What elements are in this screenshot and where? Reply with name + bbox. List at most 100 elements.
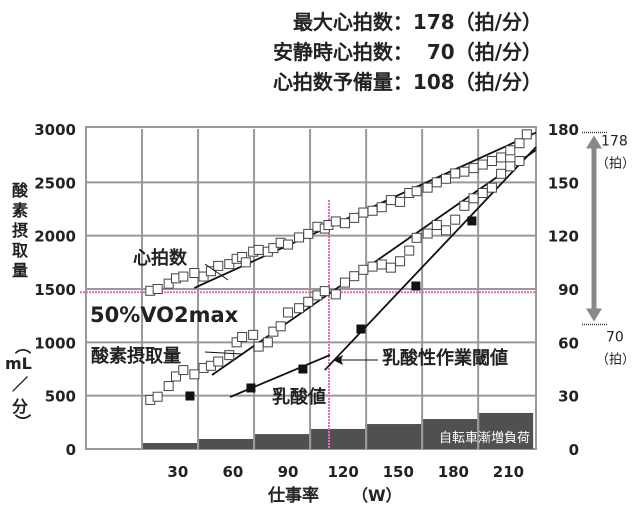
vo2-point xyxy=(404,245,415,256)
vo2-point xyxy=(339,277,350,288)
vo2-point xyxy=(349,271,360,282)
vo2-point xyxy=(358,264,369,275)
y-tick-label: 1000 xyxy=(34,334,76,352)
vo2-point xyxy=(496,168,507,179)
load-step-bar xyxy=(199,438,254,449)
hr-point xyxy=(441,173,451,184)
hr-point xyxy=(240,257,251,268)
vo2-point xyxy=(268,326,279,337)
hr-point xyxy=(253,244,264,255)
y2-tick-label: 90 xyxy=(558,281,579,299)
load-step-bar xyxy=(311,428,366,449)
vo2-point xyxy=(431,220,442,230)
x-tick-label: 60 xyxy=(223,463,244,481)
y-tick-label: 500 xyxy=(45,388,76,406)
y-unit-paren: ︶ xyxy=(15,413,31,432)
hr-point xyxy=(213,260,224,271)
y-axis-title-char: 酸 xyxy=(12,181,29,200)
threshold-label: 乳酸性作業閾値 xyxy=(382,347,508,369)
arrow-down-icon xyxy=(586,308,602,322)
hr-reserve-text: 心拍数予備量：108（拍/分） xyxy=(272,70,542,94)
load-step-bar xyxy=(367,424,422,449)
hr-point xyxy=(486,156,497,166)
vo2-point xyxy=(459,200,470,211)
vo2-point xyxy=(411,232,422,243)
lactate-point xyxy=(356,324,366,334)
max-hr-text: 最大心拍数：178（拍/分） xyxy=(292,10,542,34)
hr-point xyxy=(395,196,406,207)
hr-point xyxy=(385,195,396,206)
y-unit-paren: ︵ xyxy=(15,337,31,356)
y-axis-title-char: 量 xyxy=(12,261,28,280)
hr-point xyxy=(303,228,314,239)
vo2-pointer xyxy=(204,351,243,355)
y-axis-title-char: 素 xyxy=(12,201,28,220)
y-axis-title-char: 取 xyxy=(12,241,28,260)
hr-pointer xyxy=(204,263,229,281)
arrow-head-icon xyxy=(333,355,343,365)
vo2-point xyxy=(505,161,516,172)
vo2-point xyxy=(294,303,305,314)
hr-point xyxy=(367,205,378,216)
vo2-point xyxy=(330,289,341,300)
load-label: 自転車漸増負荷 xyxy=(439,431,530,446)
lactate-point xyxy=(298,364,308,374)
x-tick-label: 180 xyxy=(438,463,469,481)
hr-point xyxy=(330,216,341,227)
lactate-label: 乳酸値 xyxy=(272,386,326,408)
y2-tick-label: 120 xyxy=(548,228,579,246)
rest-hr-text: 安静時心拍数： 70（拍/分） xyxy=(272,40,542,64)
vo2-point xyxy=(163,381,174,392)
lactate-point xyxy=(185,391,195,401)
y-tick-label: 2000 xyxy=(34,228,76,246)
hr-point xyxy=(189,268,200,278)
load-step-bar xyxy=(255,434,310,449)
hr-point xyxy=(521,129,532,140)
hr-point xyxy=(496,152,507,163)
load-step-bar xyxy=(423,419,478,449)
vo2max-50-label: 50%VO2max xyxy=(90,303,239,327)
vo2-point xyxy=(262,337,273,348)
vo2-point xyxy=(441,225,451,236)
vo2-point xyxy=(152,391,163,402)
vo2-point xyxy=(189,369,200,380)
hr-point xyxy=(376,202,387,213)
hr-point xyxy=(163,278,174,289)
lactate-point xyxy=(411,281,421,291)
y2-tick-label: 0 xyxy=(569,441,579,459)
vo2-point xyxy=(468,193,479,204)
hr-point xyxy=(505,145,516,156)
vo2-point xyxy=(367,261,378,272)
x-axis-title: 仕事率 xyxy=(267,485,319,506)
beat-unit-label: （拍） xyxy=(596,353,635,368)
x-tick-label: 120 xyxy=(327,463,358,481)
hr-point xyxy=(514,138,525,149)
hr-point xyxy=(422,182,433,193)
vo2-point xyxy=(178,365,189,376)
vo2-point xyxy=(253,341,264,352)
hr-label: 心拍数 xyxy=(133,247,188,269)
vo2-point xyxy=(224,350,235,361)
vo2-point xyxy=(477,188,488,198)
y-tick-label: 0 xyxy=(66,441,76,459)
x-tick-label: 210 xyxy=(493,463,524,481)
y-axis-title-char: 摂 xyxy=(12,221,28,240)
vo2-point xyxy=(237,332,248,342)
y-unit-slash: ／ xyxy=(12,375,28,394)
vo2-point xyxy=(450,214,461,225)
vo2-point xyxy=(283,307,294,318)
x-tick-label: 150 xyxy=(383,463,414,481)
arrow-up-icon xyxy=(586,135,602,149)
x-tick-label: 30 xyxy=(167,463,188,481)
y-tick-label: 3000 xyxy=(34,121,76,139)
rest-hr-label: 70 xyxy=(606,330,624,346)
hr-point xyxy=(349,212,360,223)
hr-point xyxy=(268,243,279,254)
load-step-bar xyxy=(143,443,198,449)
vo2-point xyxy=(395,256,406,267)
y2-tick-label: 150 xyxy=(548,174,579,192)
vo2-label: 酸素摂取量 xyxy=(91,345,181,367)
vo2-point xyxy=(385,262,396,273)
